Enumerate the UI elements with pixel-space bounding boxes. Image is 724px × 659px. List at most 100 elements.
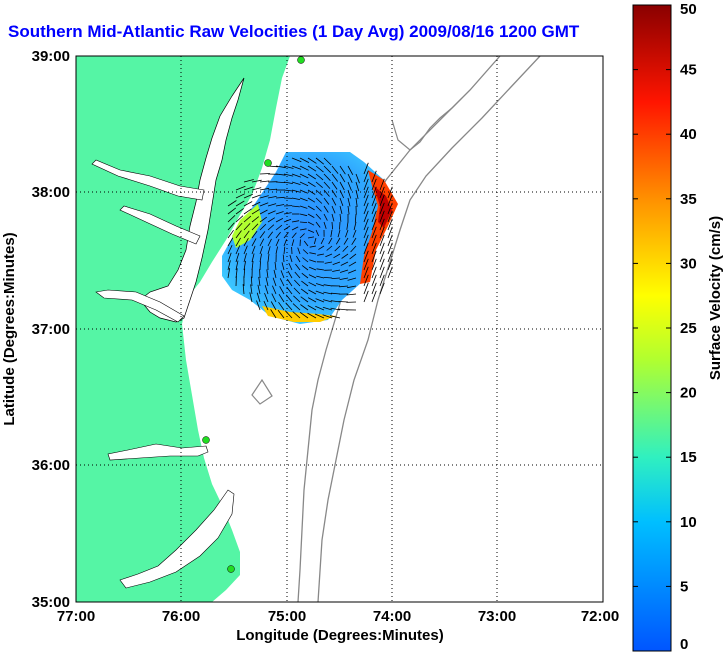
velocity-vector: [299, 311, 309, 319]
velocity-vector: [251, 245, 256, 255]
velocity-vector: [251, 253, 255, 263]
velocity-vector: [293, 295, 301, 303]
velocity-vector: [316, 268, 325, 271]
velocity-vector: [258, 276, 261, 287]
velocity-vector: [267, 217, 276, 223]
velocity-vector: [347, 173, 353, 183]
velocity-vector: [299, 181, 309, 187]
velocity-vector: [363, 170, 369, 183]
velocity-vector: [320, 237, 325, 245]
velocity-vector: [227, 207, 237, 215]
velocity-vector: [323, 221, 327, 229]
velocity-vector: [363, 226, 369, 239]
colorbar-tick-label: 20: [680, 385, 697, 402]
velocity-vector: [267, 210, 276, 215]
velocity-vector: [283, 225, 291, 231]
velocity-vector: [338, 301, 349, 303]
velocity-vector: [307, 165, 317, 172]
velocity-vector: [323, 197, 330, 205]
velocity-vector: [379, 226, 385, 239]
velocity-vector: [315, 157, 325, 165]
james-river: [95, 289, 185, 323]
velocity-vector: [307, 205, 315, 211]
velocity-vector: [302, 249, 309, 255]
velocity-vector: [339, 205, 343, 214]
velocity-vector: [355, 197, 358, 207]
velocity-vector: [299, 189, 308, 194]
velocity-vector: [347, 181, 352, 191]
velocity-vector: [317, 253, 325, 256]
velocity-vector: [322, 306, 333, 311]
velocity-vector: [347, 205, 350, 215]
velocity-vector: [323, 213, 328, 221]
velocity-vector: [275, 238, 280, 247]
velocity-vector: [285, 310, 293, 319]
velocity-vector: [339, 213, 342, 222]
velocity-vector: [259, 245, 264, 255]
velocity-vector: [243, 179, 254, 183]
velocity-vector: [267, 188, 278, 191]
velocity-vector: [379, 242, 385, 255]
velocity-vector: [299, 228, 307, 231]
velocity-vector: [299, 157, 310, 163]
velocity-vector: [307, 229, 315, 233]
velocity-vector: [345, 229, 349, 238]
chesapeake-bay: [139, 77, 245, 323]
velocity-vector: [275, 165, 286, 169]
velocity-vector: [235, 215, 244, 223]
velocity-vector: [287, 270, 293, 279]
velocity-vector: [308, 266, 317, 271]
velocity-vector: [307, 157, 317, 164]
velocity-vector: [243, 238, 249, 247]
velocity-vector: [308, 289, 317, 295]
velocity-vector: [337, 229, 341, 238]
velocity-vector: [339, 189, 345, 199]
velocity-vector: [291, 220, 300, 223]
velocity-vector: [282, 254, 285, 263]
velocity-vector: [251, 223, 259, 231]
velocity-vector: [332, 261, 341, 265]
velocity-vector: [251, 179, 262, 183]
velocity-vector: [315, 305, 325, 311]
colorbar-tick-label: 0: [680, 636, 688, 653]
velocity-vector: [307, 189, 316, 195]
y-tick-label: 39:00: [32, 48, 70, 65]
velocity-vector: [274, 261, 277, 271]
velocity-vector: [371, 242, 377, 255]
velocity-vector: [326, 245, 333, 251]
velocity-vector: [299, 165, 309, 171]
velocity-vector: [299, 221, 308, 223]
velocity-vector: [371, 282, 377, 295]
velocity-vector: [283, 232, 289, 239]
velocity-vector: [293, 287, 301, 295]
velocity-vector: [379, 234, 385, 247]
velocity-vector: [341, 253, 349, 259]
velocity-vector: [379, 274, 385, 287]
velocity-vector: [331, 165, 339, 174]
velocity-vector: [227, 267, 231, 279]
colorbar-tick-label: 15: [680, 449, 697, 466]
velocity-vector: [251, 209, 260, 215]
y-tick-label: 36:00: [32, 457, 70, 474]
velocity-vector: [275, 173, 286, 176]
velocity-vector: [299, 213, 308, 217]
velocity-vector: [263, 300, 269, 311]
velocity-vector: [275, 181, 286, 183]
velocity-vector: [315, 298, 325, 303]
shelf-contour-outer: [317, 56, 541, 602]
velocity-vector: [363, 210, 369, 223]
velocity-vector: [347, 165, 354, 175]
velocity-vector: [235, 252, 240, 263]
velocity-vector: [251, 238, 257, 247]
velocity-vector: [301, 272, 309, 279]
colorbar-ticks: 0 5 10 15 20 25 30 35 40 45 50: [633, 1, 697, 653]
velocity-vector: [235, 200, 245, 207]
velocity-vector: [379, 178, 385, 191]
velocity-vector: [243, 260, 246, 271]
velocity-vector: [371, 226, 377, 239]
velocity-vector: [379, 186, 385, 199]
radar-station-marker: [227, 565, 235, 573]
velocity-vector: [322, 299, 333, 303]
velocity-vector: [291, 157, 302, 163]
velocity-vector: [355, 181, 360, 192]
